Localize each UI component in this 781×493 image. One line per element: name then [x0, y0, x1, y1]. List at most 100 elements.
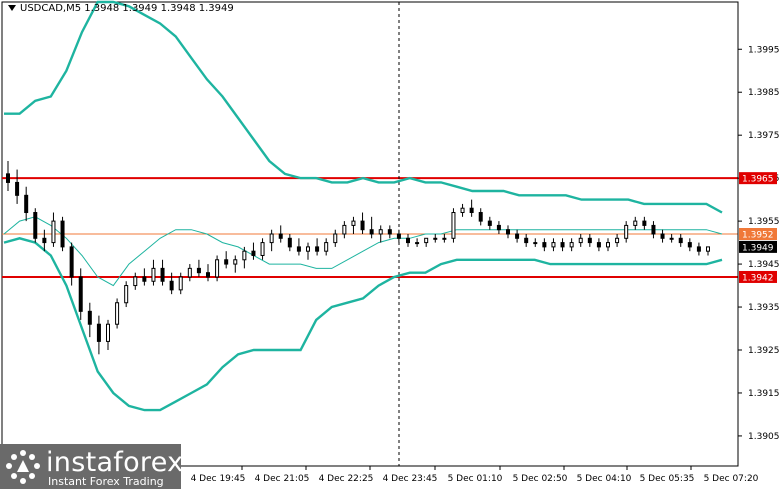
symbol-quote-text: USDCAD,M5 1.3948 1.3949 1.3948 1.3949 [20, 3, 234, 14]
candle-body [633, 220, 638, 226]
candle-body [506, 229, 510, 235]
candle-body [260, 242, 265, 256]
candle-body [78, 276, 83, 312]
candle-body [524, 237, 529, 244]
candle-body [224, 259, 229, 265]
candle-body [578, 237, 583, 244]
x-tick-label: 4 Dec 19:45 [191, 474, 246, 484]
candle-body [151, 267, 156, 282]
candle-body [478, 212, 483, 222]
x-tick-label: 4 Dec 22:25 [319, 474, 374, 484]
x-tick-label: 4 Dec 21:05 [255, 474, 310, 484]
price-tag-label: 1.3952 [742, 231, 774, 241]
candle-body [587, 237, 592, 244]
candle-body [424, 237, 429, 244]
y-tick-label: 1.3955 [748, 217, 780, 227]
candle-body [496, 224, 501, 231]
y-tick-label: 1.3935 [748, 303, 780, 313]
dropdown-triangle-icon[interactable] [8, 5, 16, 11]
level-tag-bg [739, 172, 777, 185]
candle-body [606, 242, 610, 248]
candle-body [442, 237, 447, 240]
logo-wordmark: instaforex [46, 447, 184, 478]
candle-body [6, 173, 10, 183]
candle-body [378, 229, 383, 235]
candle-body [160, 267, 165, 282]
candle-body [133, 276, 138, 287]
candle-body [69, 246, 74, 278]
candle-body [115, 302, 120, 325]
candle-body [296, 246, 301, 252]
upper-band-line [4, 0, 723, 214]
candle-body [687, 242, 692, 248]
instaforex-logo-icon [6, 450, 40, 484]
candle-body [233, 259, 238, 265]
candle-body [460, 207, 465, 214]
candle-body [169, 280, 174, 291]
candle-body [324, 242, 329, 252]
y-tick-label: 1.3975 [748, 131, 780, 141]
x-tick-label: 5 Dec 04:10 [577, 474, 632, 484]
instaforex-logo: instaforex Instant Forex Trading [0, 444, 184, 489]
candle-body [415, 242, 420, 245]
middle-band-line [3, 216, 723, 287]
candle-body [387, 229, 392, 235]
candle-body [351, 220, 356, 226]
candle-body [96, 323, 101, 342]
candle-body [124, 285, 129, 304]
level-tag-label: 1.3965 [742, 175, 774, 185]
candle-body [60, 220, 65, 248]
x-tick-label: 5 Dec 05:35 [640, 474, 695, 484]
candle-body [678, 237, 683, 244]
candle-body [278, 233, 283, 239]
candle-body [533, 242, 538, 245]
y-tick-label: 1.3985 [748, 88, 780, 98]
symbol-header: USDCAD,M5 1.3948 1.3949 1.3948 1.3949 [8, 3, 234, 14]
y-tick-label: 1.3995 [748, 45, 780, 55]
y-tick-label: 1.3905 [748, 432, 780, 442]
candle-body [624, 224, 629, 239]
candle-body [551, 242, 556, 248]
x-tick-label: 4 Dec 23:45 [383, 474, 438, 484]
candle-body [615, 237, 620, 244]
candle-body [215, 259, 220, 278]
candle-body [42, 237, 47, 244]
price-tag-label: 1.3949 [742, 243, 774, 253]
candle-body [660, 233, 665, 239]
y-tick-label: 1.3915 [748, 389, 780, 399]
candle-body [15, 181, 20, 196]
candle-body [333, 233, 338, 244]
candle-body [51, 220, 56, 244]
level-tag-bg [739, 270, 777, 283]
price-tag-bg [739, 228, 777, 240]
y-tick-label: 1.3925 [748, 346, 780, 356]
lower-band-line [3, 237, 723, 412]
x-tick-label: 5 Dec 01:10 [448, 474, 503, 484]
candle-body [515, 233, 520, 239]
candle-body [596, 242, 601, 248]
candle-body [106, 323, 110, 342]
x-tick-label: 5 Dec 02:50 [513, 474, 568, 484]
candle-body [542, 242, 547, 248]
candle-body [251, 250, 256, 256]
candle-body [696, 246, 701, 252]
price-tag-bg [739, 240, 777, 253]
candle-body [642, 220, 647, 226]
candle-body [396, 233, 401, 239]
candle-body [242, 250, 247, 261]
candle-body [187, 267, 192, 278]
candle-body [706, 246, 710, 252]
candle-body [569, 242, 574, 248]
candle-body [406, 237, 410, 244]
candle-body [306, 246, 310, 252]
candle-body [87, 310, 92, 325]
candle-body [315, 246, 320, 252]
level-tag-label: 1.3942 [742, 273, 774, 283]
candle-body [360, 220, 365, 231]
logo-tagline: Instant Forex Trading [48, 475, 164, 488]
candle-body [287, 237, 292, 248]
candle-body [269, 233, 274, 244]
candle-body [33, 212, 38, 239]
